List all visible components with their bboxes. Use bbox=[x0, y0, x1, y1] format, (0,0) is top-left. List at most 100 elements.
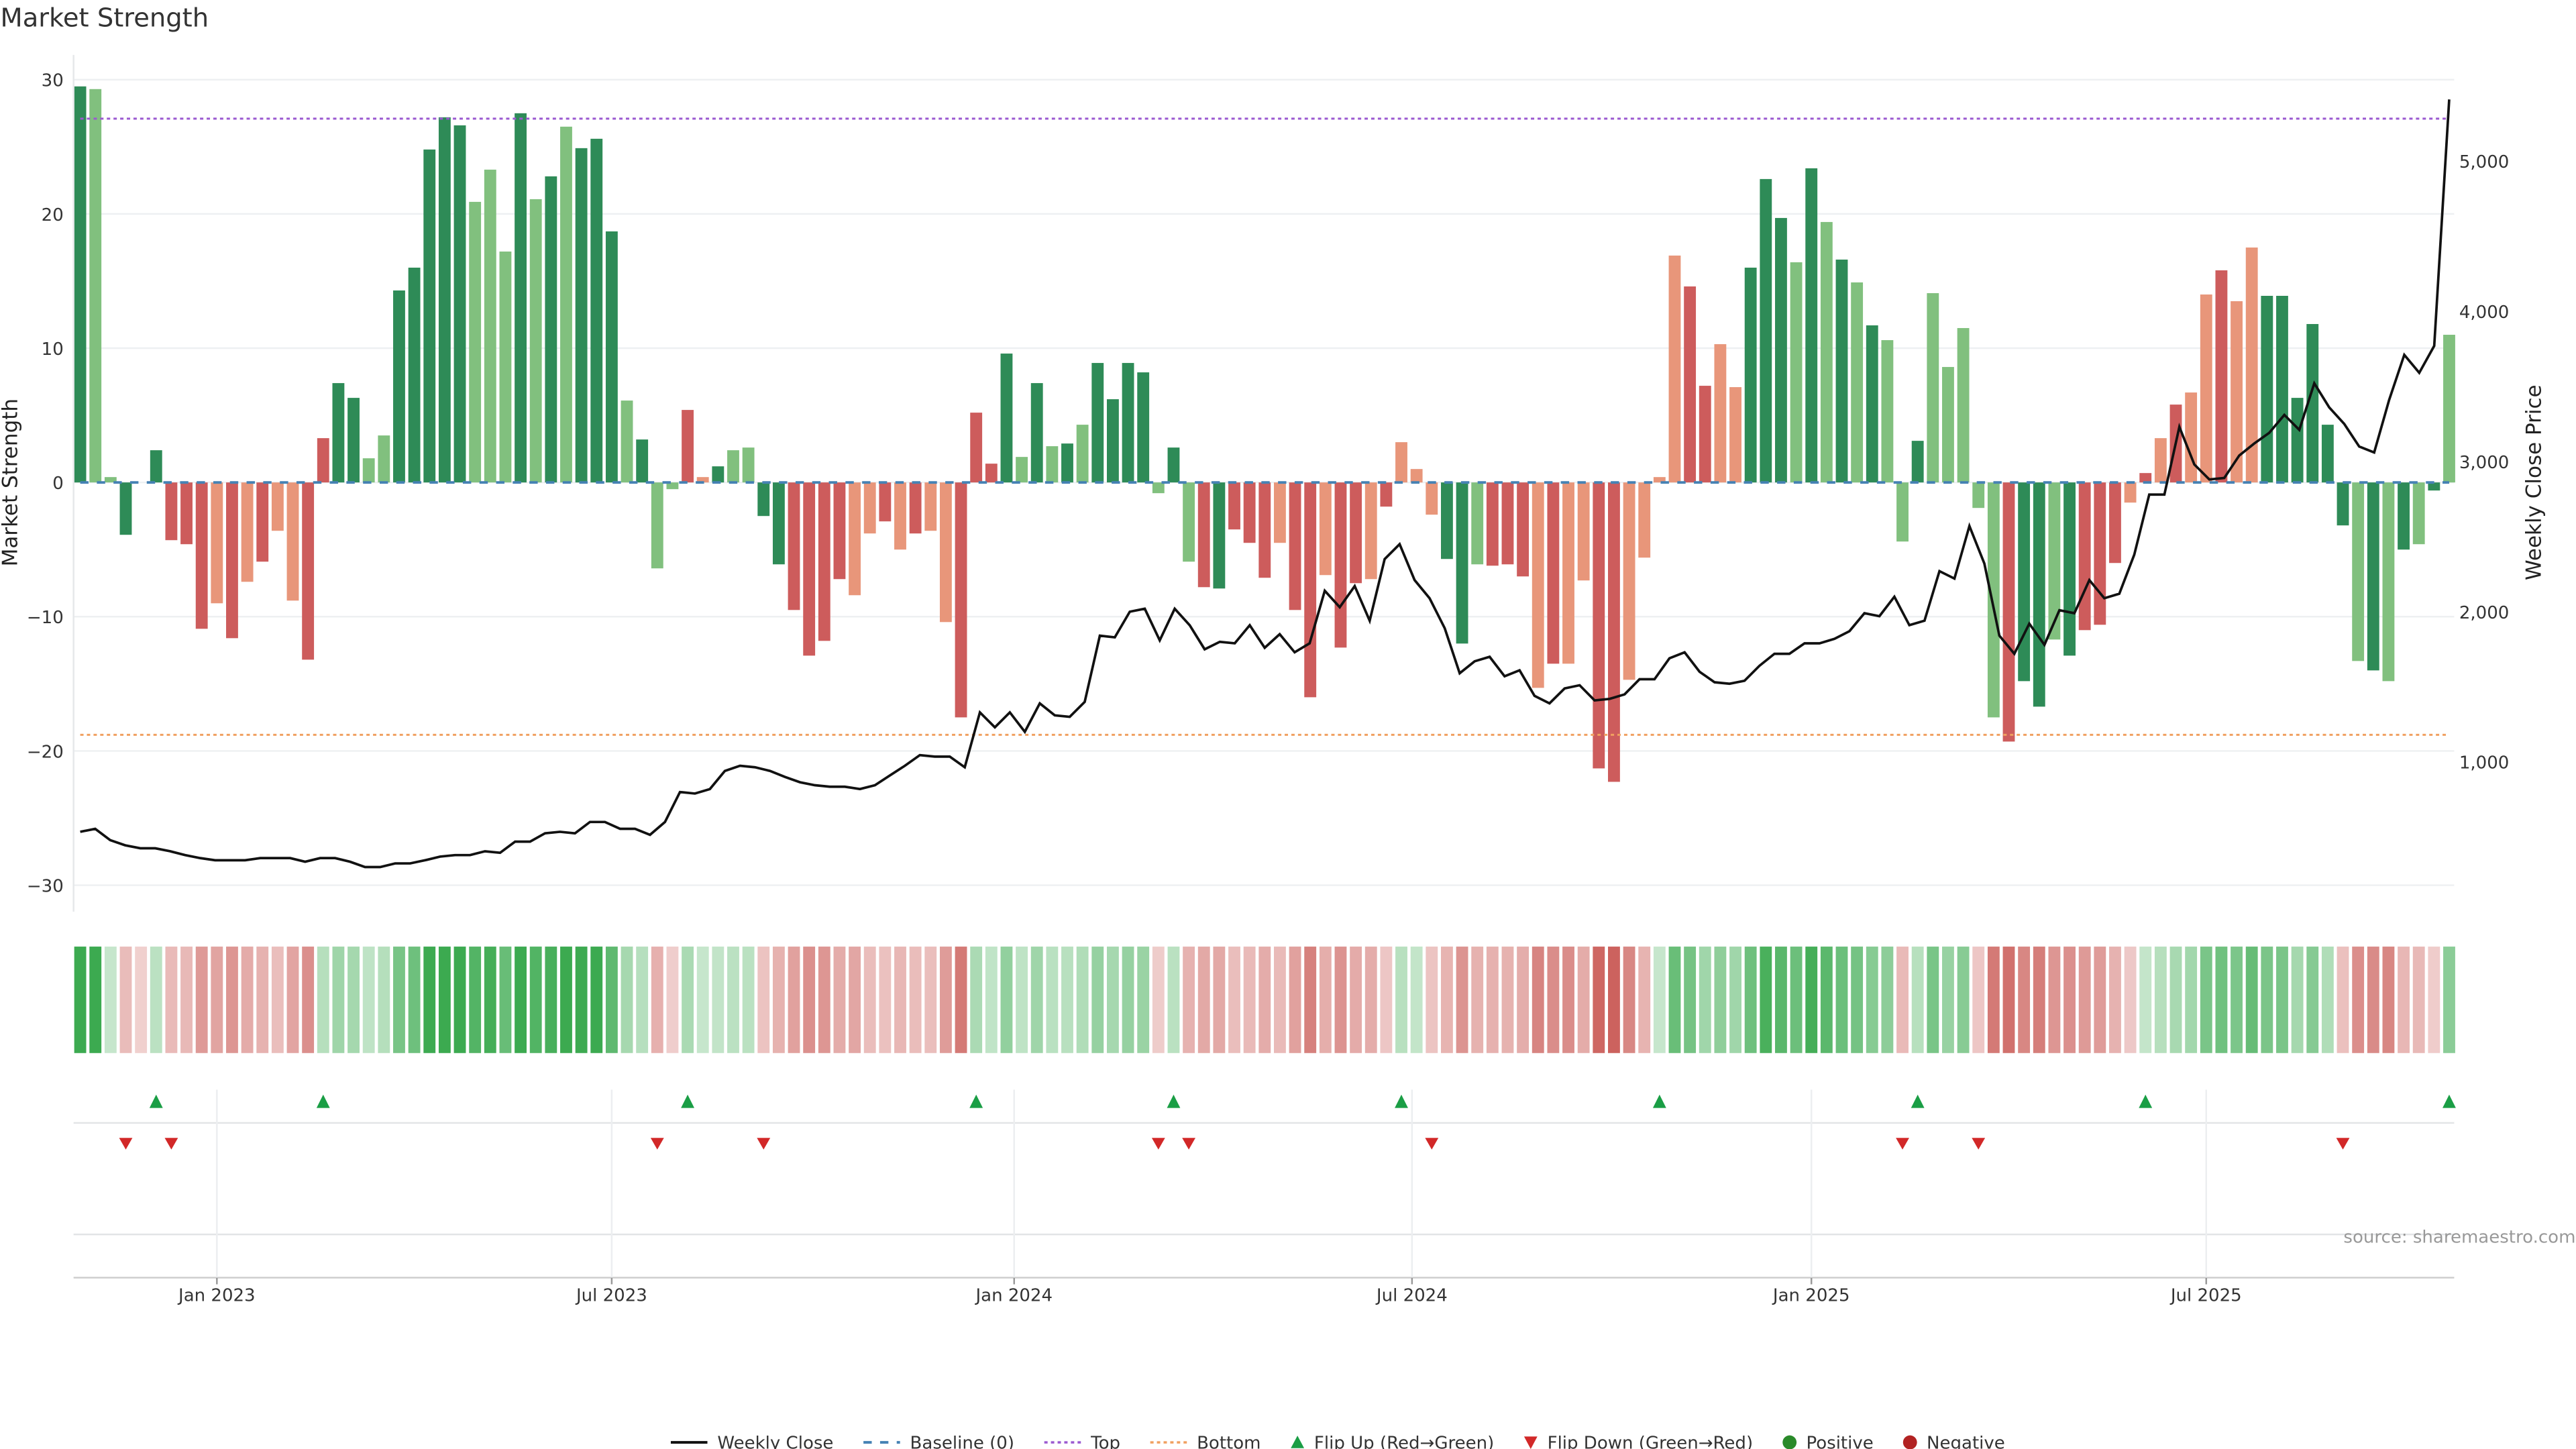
strength-bar bbox=[286, 482, 299, 601]
strength-bar bbox=[1456, 482, 1468, 644]
strip-cell bbox=[438, 947, 451, 1053]
strip-cell bbox=[2109, 947, 2121, 1053]
strength-bar bbox=[1699, 386, 1711, 483]
strip-cell bbox=[2002, 947, 2015, 1053]
strength-bar bbox=[1532, 482, 1544, 688]
strip-cell bbox=[788, 947, 800, 1053]
strip-cell bbox=[393, 947, 405, 1053]
strip-cell bbox=[1091, 947, 1104, 1053]
strength-bar bbox=[590, 138, 603, 483]
strip-cell bbox=[1076, 947, 1089, 1053]
strip-cell bbox=[484, 947, 496, 1053]
strip-cell bbox=[1866, 947, 1878, 1053]
strip-cell bbox=[1851, 947, 1864, 1053]
strength-bar bbox=[939, 482, 952, 623]
strength-bar bbox=[621, 400, 633, 483]
strength-bar bbox=[74, 86, 87, 483]
axes: 30 20 10 0 −10 −20 −30 1,000 2,000 3,000 4,000 5,00… bbox=[27, 54, 2509, 912]
strip-cell bbox=[2018, 947, 2031, 1053]
strength-bar bbox=[1440, 482, 1453, 559]
strip-cell bbox=[271, 947, 284, 1053]
source-label: source: sharemaestro.com bbox=[2343, 1227, 2575, 1247]
strip-cell bbox=[666, 947, 679, 1053]
strip-cell bbox=[1243, 947, 1256, 1053]
strip-cell bbox=[1364, 947, 1377, 1053]
strength-bar bbox=[2215, 270, 2228, 483]
strength-bar bbox=[924, 482, 937, 531]
strength-bar bbox=[879, 482, 892, 522]
strip-cell bbox=[74, 947, 87, 1053]
strip-cell bbox=[2169, 947, 2182, 1053]
strip-cell bbox=[378, 947, 390, 1053]
strength-bar bbox=[1152, 482, 1165, 494]
strength-bar bbox=[2139, 473, 2152, 483]
strength-bar bbox=[2321, 425, 2334, 483]
x-tick-label: Jan 2024 bbox=[974, 1285, 1053, 1305]
flip-up-marker bbox=[969, 1094, 983, 1108]
strip-cell bbox=[1304, 947, 1317, 1053]
strip-cell bbox=[1896, 947, 1909, 1053]
flip-down-marker bbox=[650, 1138, 664, 1150]
strip-cell bbox=[742, 947, 755, 1053]
strip-cell bbox=[1668, 947, 1681, 1053]
flip-up-marker bbox=[681, 1094, 694, 1108]
strength-bar bbox=[1684, 286, 1697, 483]
strip-cell bbox=[1638, 947, 1651, 1053]
strength-bar bbox=[1183, 482, 1195, 562]
strength-bars bbox=[74, 86, 2455, 782]
strength-bar bbox=[2245, 247, 2258, 483]
y-axis-label: Market Strength bbox=[0, 398, 22, 566]
strip-cell bbox=[1395, 947, 1407, 1053]
strength-bar bbox=[1350, 482, 1362, 584]
strip-cell bbox=[1061, 947, 1073, 1053]
strength-bar bbox=[211, 482, 223, 604]
x-tick-label: Jul 2023 bbox=[575, 1285, 647, 1305]
strength-bar bbox=[1927, 292, 1939, 483]
strip-cell bbox=[453, 947, 466, 1053]
strength-bar bbox=[2109, 482, 2121, 564]
strength-bar bbox=[1866, 325, 1878, 483]
strength-bar bbox=[1729, 387, 1741, 483]
strip-cell bbox=[1729, 947, 1741, 1053]
reference-lines bbox=[80, 117, 2449, 736]
strength-bar bbox=[469, 201, 482, 483]
strength-bar bbox=[2337, 482, 2349, 526]
strip-cell bbox=[2033, 947, 2045, 1053]
strength-bar bbox=[1167, 447, 1180, 483]
strength-bar bbox=[1835, 259, 1848, 483]
strip-cell bbox=[2352, 947, 2365, 1053]
strip-cell bbox=[1334, 947, 1347, 1053]
flip-up-marker bbox=[316, 1094, 330, 1108]
strip-cell bbox=[1593, 947, 1605, 1053]
strip-cell bbox=[165, 947, 178, 1053]
strip-cell bbox=[2200, 947, 2212, 1053]
strength-bar bbox=[1258, 482, 1271, 578]
strip-cell bbox=[939, 947, 952, 1053]
flip-down-marker bbox=[2336, 1138, 2350, 1150]
strip-cell bbox=[1030, 947, 1043, 1053]
strength-bar bbox=[1547, 482, 1560, 664]
strip-cell bbox=[2367, 947, 2379, 1053]
strength-bar bbox=[1000, 354, 1013, 483]
strength-bar bbox=[1987, 482, 2000, 718]
strength-bar bbox=[909, 482, 922, 534]
strip-cell bbox=[1213, 947, 1226, 1053]
strength-bar bbox=[1957, 328, 1970, 483]
strength-bar bbox=[651, 482, 663, 569]
strength-bar bbox=[772, 482, 785, 565]
strip-cell bbox=[2215, 947, 2228, 1053]
strip-cell bbox=[1927, 947, 1939, 1053]
strip-cell bbox=[575, 947, 588, 1053]
strength-bar bbox=[636, 439, 649, 483]
strength-bar bbox=[727, 450, 739, 483]
flip-up-marker bbox=[2139, 1094, 2153, 1108]
strength-bar bbox=[180, 482, 193, 545]
strength-bar bbox=[666, 482, 679, 490]
strength-bar bbox=[438, 117, 451, 483]
strip-cell bbox=[605, 947, 618, 1053]
strength-bar bbox=[195, 482, 208, 629]
strip-cell bbox=[2306, 947, 2319, 1053]
legend: Weekly Close Baseline (0) Top Bottom Flip Up… bbox=[670, 1434, 2005, 1449]
strip-cell bbox=[1197, 947, 1210, 1053]
strip-cell bbox=[286, 947, 299, 1053]
